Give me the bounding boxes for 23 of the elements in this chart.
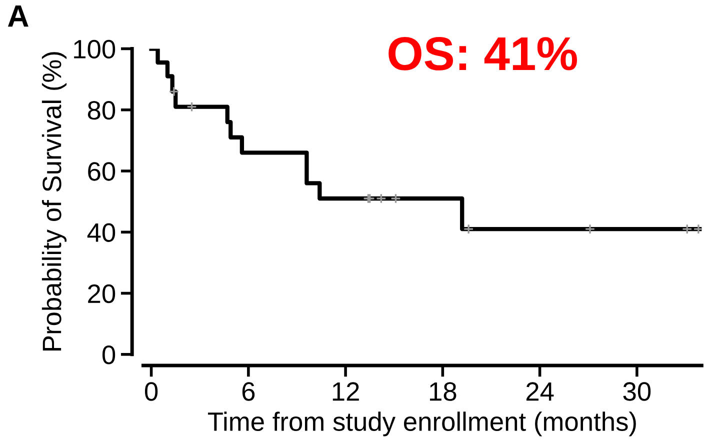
point <box>376 193 386 204</box>
y-tick-label: 20 <box>88 284 116 304</box>
y-tick-label: 80 <box>88 101 116 120</box>
x-tick-label: 6 <box>242 382 255 401</box>
point <box>584 224 596 234</box>
y-tick-label: 0 <box>102 346 116 364</box>
point <box>390 193 401 204</box>
x-tick-label: 24 <box>526 382 554 401</box>
y-tick-label: 40 <box>87 223 116 242</box>
x-tick-label: 30 <box>623 382 651 401</box>
point <box>463 224 474 234</box>
x-tick-label: 12 <box>332 382 359 401</box>
x-tick-label: 18 <box>430 382 456 401</box>
y-tick-label: 60 <box>88 162 116 181</box>
point <box>168 86 180 97</box>
y-axis-title: Probability of Survival (%) <box>42 52 67 350</box>
annotation: OS: 41% <box>388 36 577 70</box>
x-axis-title: Time from study enrollment (months) <box>208 412 636 436</box>
y-tick-label: 100 <box>74 40 116 59</box>
point <box>682 224 692 234</box>
x-tick-label: 0 <box>144 382 158 401</box>
point <box>186 102 197 112</box>
text: A <box>8 6 28 27</box>
